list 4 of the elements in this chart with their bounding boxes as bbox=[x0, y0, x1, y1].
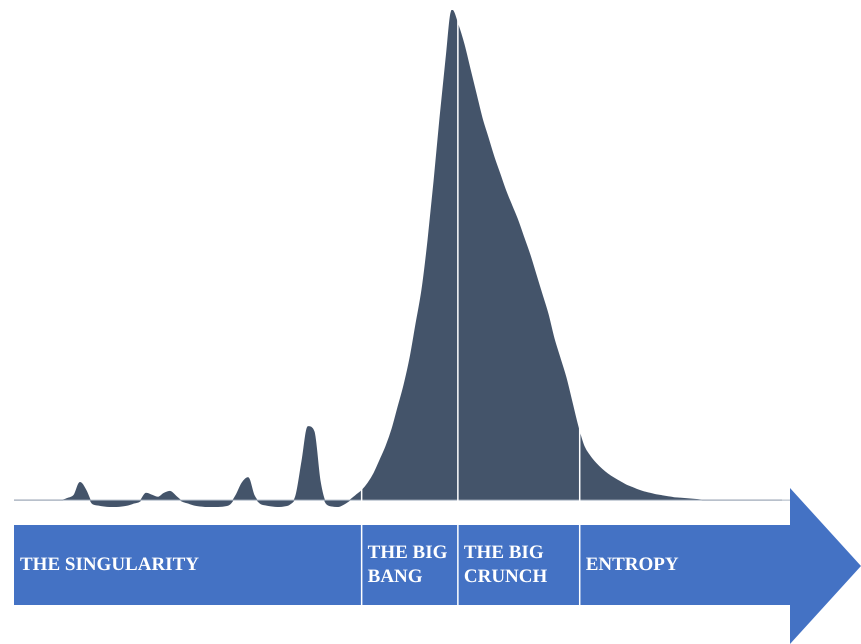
series-label: ENTROPY bbox=[586, 554, 679, 575]
series-label: THE SINGULARITY bbox=[20, 554, 200, 575]
series-label: THE BIG CRUNCH bbox=[464, 542, 548, 587]
series-label: THE BIG BANG bbox=[368, 542, 448, 587]
